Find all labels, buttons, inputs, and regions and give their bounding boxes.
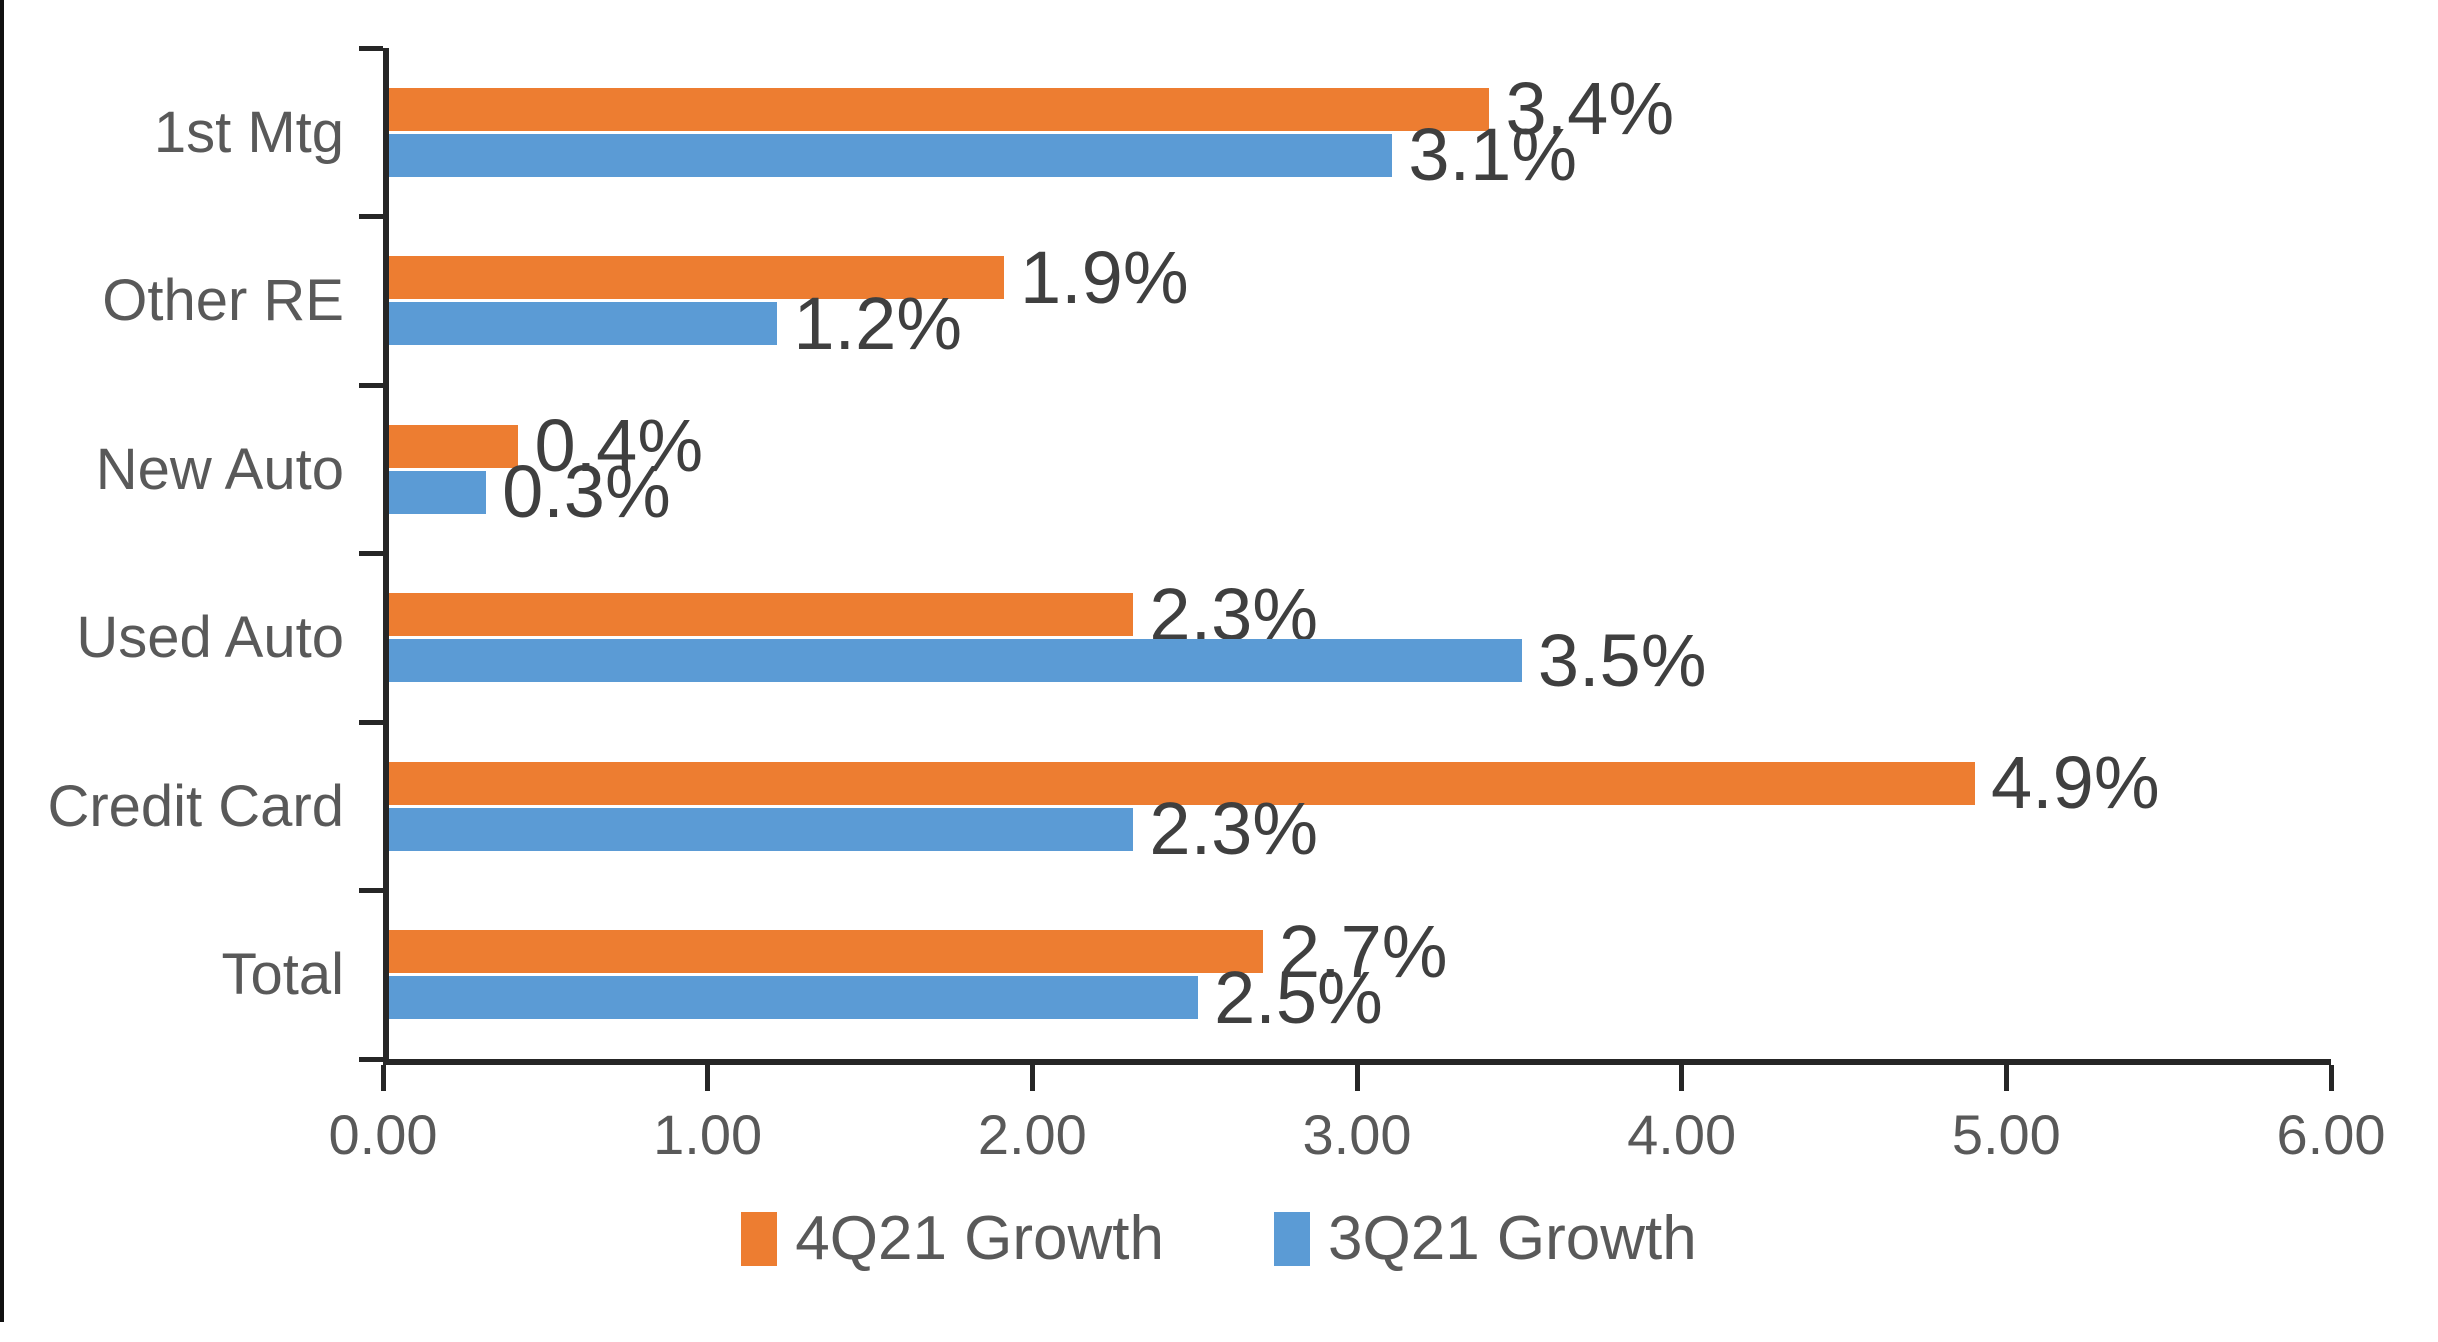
- data-label-3q21-growth-total: 2.5%: [1214, 955, 1383, 1039]
- legend-item-3q21-growth: 3Q21 Growth: [1274, 1208, 1697, 1270]
- y-axis-tick: [359, 214, 383, 219]
- x-axis-tick: [380, 1065, 386, 1091]
- bar-3q21-growth-other-re: [389, 302, 778, 346]
- x-axis-tick: [2328, 1065, 2334, 1091]
- x-tick-label-2.00: 2.00: [977, 1103, 1087, 1166]
- y-axis-tick: [359, 551, 383, 556]
- category-label-new-auto: New Auto: [95, 436, 344, 502]
- bar-3q21-growth-used-auto: [389, 639, 1522, 683]
- bar-3q21-growth-total: [389, 976, 1199, 1020]
- bar-4q21-growth-credit-card: [389, 761, 1975, 805]
- bar-4q21-growth-1st-mtg: [389, 87, 1490, 131]
- left-edge-line: [0, 0, 4, 1322]
- category-label-1st-mtg: 1st Mtg: [153, 99, 344, 165]
- data-label-4q21-growth-credit-card: 4.9%: [1990, 741, 2160, 825]
- bar-group-line: 3.4%: [389, 72, 2331, 146]
- category-label-used-auto: Used Auto: [76, 605, 344, 671]
- bar-4q21-growth-other-re: [389, 256, 1004, 300]
- data-label-4q21-growth-new-auto: 0.4%: [534, 404, 704, 488]
- x-tick-label-3.00: 3.00: [1302, 1103, 1412, 1166]
- x-tick-label-4.00: 4.00: [1627, 1103, 1737, 1166]
- legend-label-3q21: 3Q21 Growth: [1328, 1204, 1697, 1273]
- bar-group-line: 1.2%: [389, 286, 2331, 360]
- category-label-credit-card: Credit Card: [47, 773, 344, 839]
- bar-group-line: 2.7%: [389, 914, 2331, 988]
- category-label-total: Total: [221, 942, 344, 1008]
- x-tick-label-1.00: 1.00: [653, 1103, 763, 1166]
- y-axis-tick: [359, 1056, 383, 1062]
- legend-swatch-4q21-icon: [741, 1212, 778, 1266]
- bar-3q21-growth-credit-card: [389, 807, 1134, 851]
- bar-3q21-growth-new-auto: [389, 470, 487, 514]
- bar-group-line: 2.5%: [389, 960, 2331, 1034]
- bar-3q21-growth-1st-mtg: [389, 133, 1393, 177]
- chart-row-other-re: 1.9% 1.2%: [389, 217, 2331, 386]
- data-label-4q21-growth-used-auto: 2.3%: [1149, 572, 1319, 656]
- bar-4q21-growth-new-auto: [389, 424, 519, 468]
- y-axis-tick: [359, 888, 383, 893]
- x-tick-label-5.00: 5.00: [1951, 1103, 2061, 1166]
- plot-area: 3.4% 3.1% 1.9% 1.2% 0.4% 0.3% 2.3% 3.5% 4.9% 2.3%…: [383, 48, 2331, 1065]
- bar-group-line: 4.9%: [389, 746, 2331, 820]
- chart-row-total: 2.7% 2.5%: [389, 891, 2331, 1060]
- x-tick-label-6.00: 6.00: [2276, 1103, 2386, 1166]
- legend-label-4q21: 4Q21 Growth: [795, 1204, 1164, 1273]
- bar-group-line: 1.9%: [389, 240, 2331, 314]
- data-label-3q21-growth-1st-mtg: 3.1%: [1408, 113, 1578, 197]
- chart-row-credit-card: 4.9% 2.3%: [389, 722, 2331, 891]
- x-axis-tick: [2003, 1065, 2009, 1091]
- x-axis-tick: [1679, 1065, 1685, 1091]
- data-label-4q21-growth-other-re: 1.9%: [1019, 235, 1189, 319]
- data-label-3q21-growth-new-auto: 0.3%: [502, 450, 671, 534]
- category-label-other-re: Other RE: [102, 268, 344, 334]
- x-axis-tick: [705, 1065, 711, 1091]
- data-label-3q21-growth-credit-card: 2.3%: [1149, 787, 1319, 871]
- x-axis-tick: [1029, 1065, 1035, 1091]
- y-axis-tick: [359, 45, 383, 51]
- legend: 4Q21 Growth 3Q21 Growth: [0, 1208, 2438, 1270]
- x-tick-label-0.00: 0.00: [328, 1103, 438, 1166]
- chart-row-new-auto: 0.4% 0.3%: [389, 385, 2331, 554]
- y-axis-tick: [359, 719, 383, 725]
- x-axis-tick: [1354, 1065, 1360, 1091]
- data-label-3q21-growth-other-re: 1.2%: [793, 281, 963, 365]
- bar-group-line: 3.1%: [389, 118, 2331, 192]
- bar-group-line: 2.3%: [389, 577, 2331, 651]
- bar-group-line: 3.5%: [389, 623, 2331, 697]
- bar-group-line: 0.3%: [389, 455, 2331, 529]
- bar-group-line: 2.3%: [389, 792, 2331, 866]
- data-label-3q21-growth-used-auto: 3.5%: [1537, 618, 1707, 702]
- bar-4q21-growth-total: [389, 930, 1263, 974]
- data-label-4q21-growth-1st-mtg: 3.4%: [1505, 67, 1675, 151]
- legend-item-4q21-growth: 4Q21 Growth: [741, 1208, 1164, 1270]
- bar-group-line: 0.4%: [389, 409, 2331, 483]
- chart-row-used-auto: 2.3% 3.5%: [389, 554, 2331, 723]
- bar-4q21-growth-used-auto: [389, 593, 1134, 637]
- chart-row-1st-mtg: 3.4% 3.1%: [389, 48, 2331, 217]
- y-axis-tick: [359, 382, 383, 388]
- legend-swatch-3q21-icon: [1274, 1212, 1310, 1266]
- data-label-4q21-growth-total: 2.7%: [1278, 909, 1448, 993]
